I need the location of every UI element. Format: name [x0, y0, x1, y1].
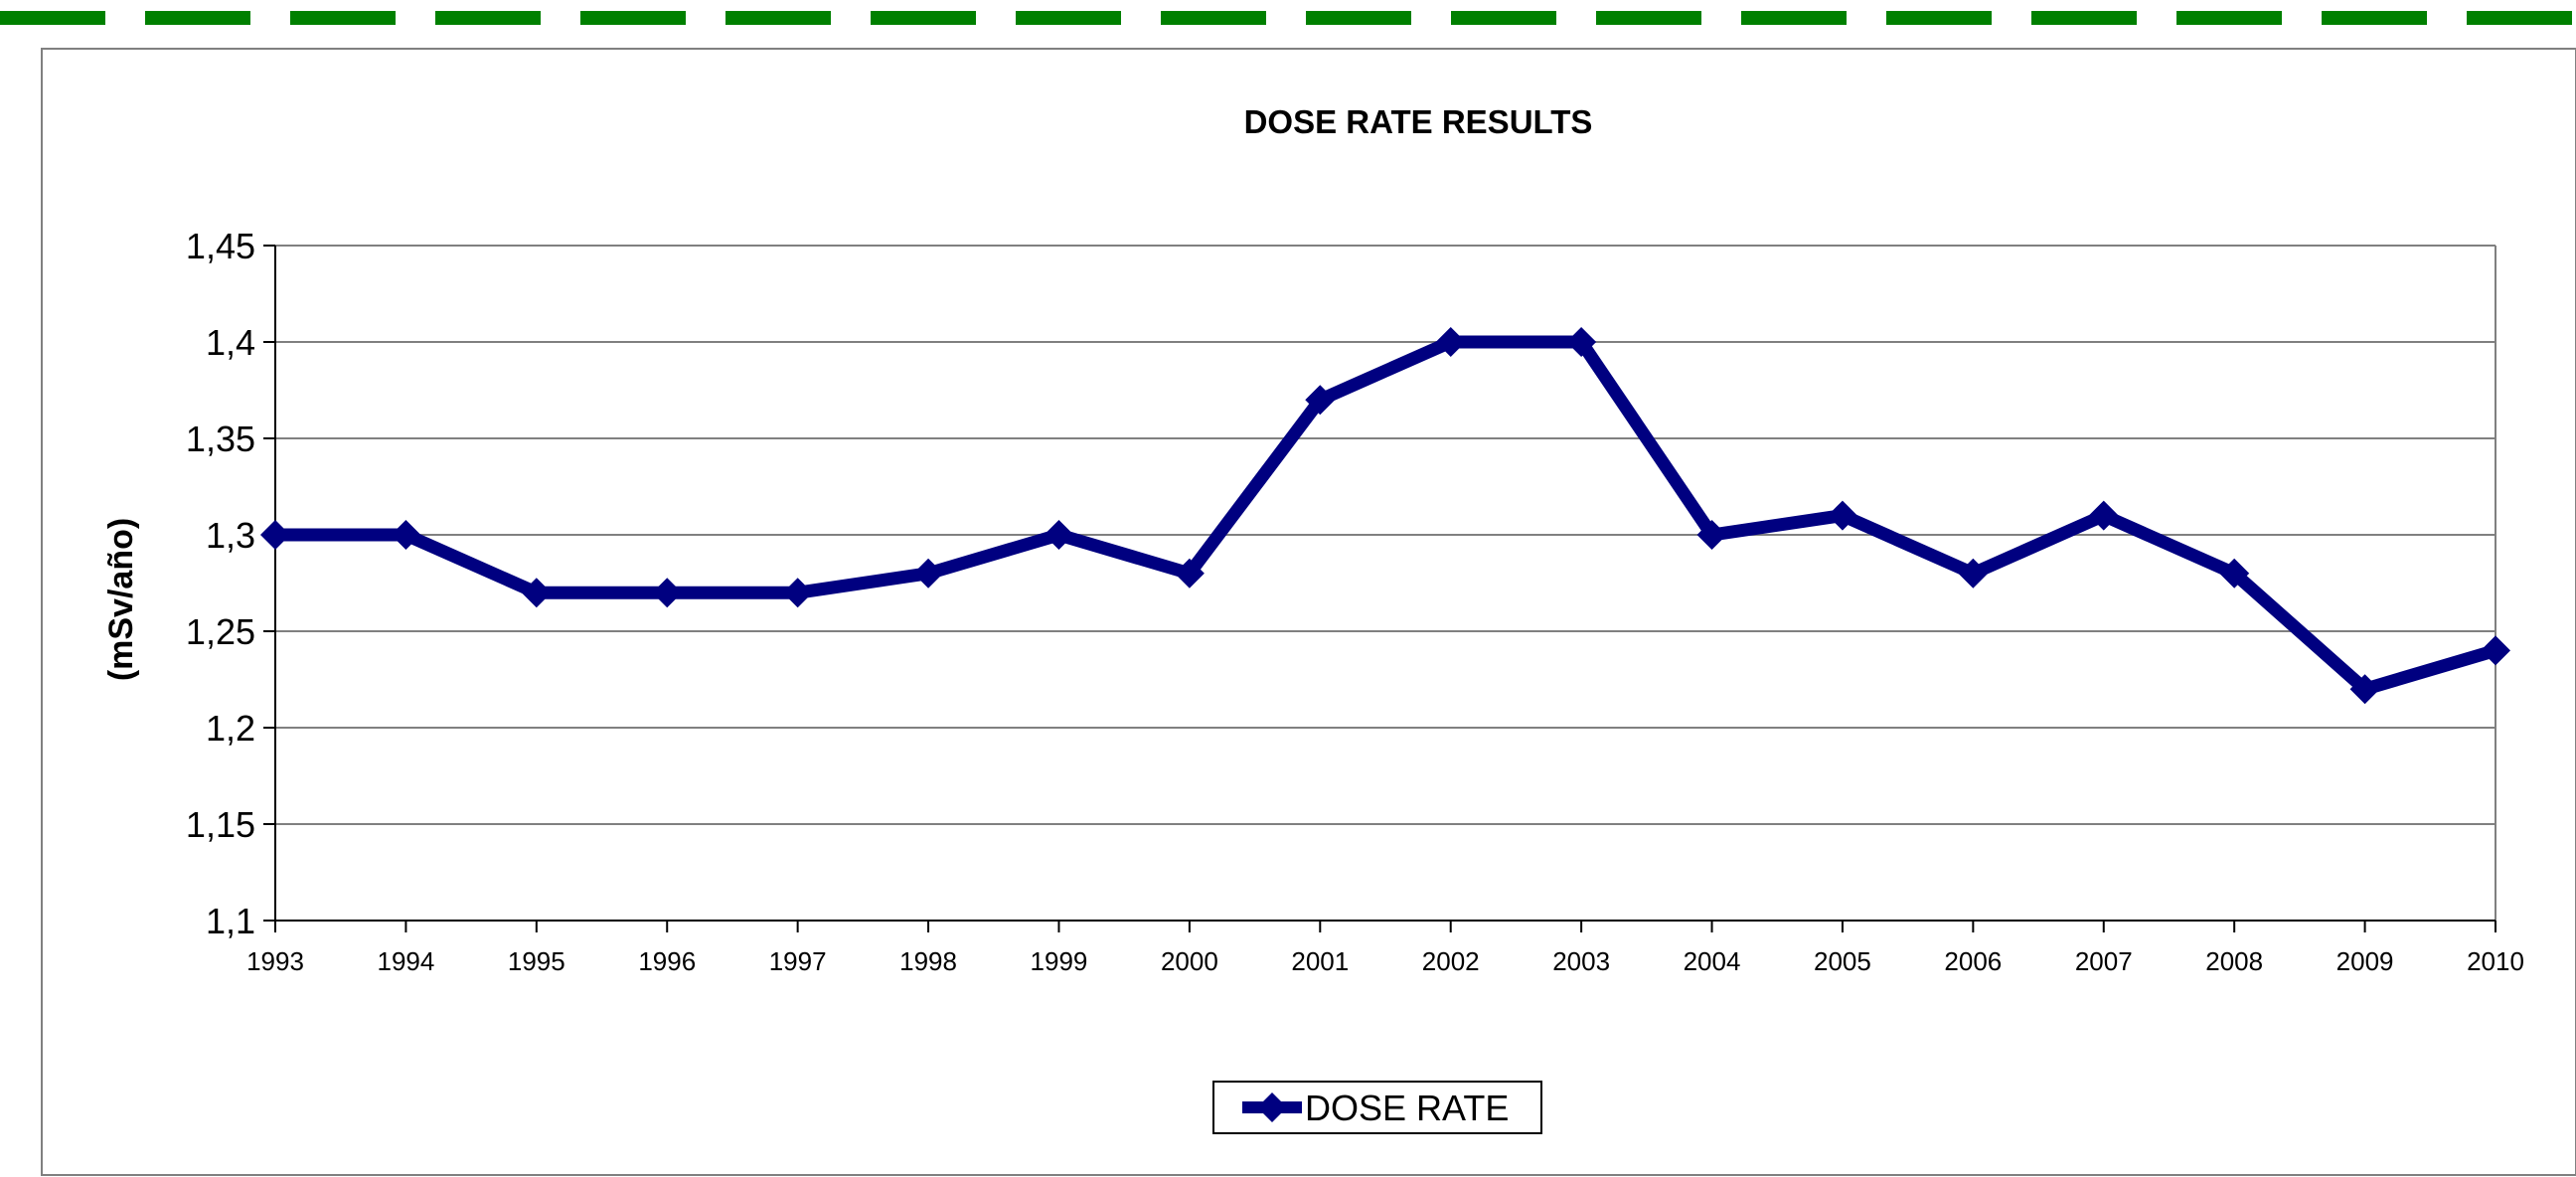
x-tick-label: 2003 — [1552, 946, 1610, 976]
data-point-marker — [1435, 327, 1466, 357]
y-tick-label: 1,45 — [186, 226, 255, 266]
x-tick-label: 2005 — [1814, 946, 1871, 976]
data-point-marker — [2481, 635, 2510, 666]
x-tick-label: 2001 — [1291, 946, 1349, 976]
data-point-marker — [1044, 520, 1074, 550]
y-tick-label: 1,25 — [186, 611, 255, 652]
data-point-marker — [913, 558, 944, 588]
data-point-marker — [391, 520, 421, 550]
x-tick-label: 2007 — [2075, 946, 2133, 976]
data-point-marker — [1827, 500, 1857, 531]
x-tick-label: 2008 — [2205, 946, 2263, 976]
data-point-marker — [782, 578, 813, 608]
legend-swatch-marker — [1257, 1093, 1287, 1122]
x-tick-label: 2002 — [1422, 946, 1480, 976]
x-tick-labels: 1993 1994 1995 1996 1997 1998 1999 2000 2001 2002… — [246, 921, 2524, 976]
legend-label-dose-rate: DOSE RATE — [1305, 1088, 1509, 1128]
x-tick-label: 2010 — [2467, 946, 2524, 976]
y-axis-label: (mSv/año) — [102, 518, 140, 681]
y-tick-label: 1,35 — [186, 419, 255, 459]
y-tick-label: 1,15 — [186, 804, 255, 845]
x-tick-label: 1995 — [508, 946, 565, 976]
data-point-marker — [1174, 558, 1205, 588]
y-tick-label: 1,3 — [206, 515, 255, 556]
x-tick-label: 1994 — [377, 946, 434, 976]
chart-frame — [41, 48, 2576, 1176]
x-tick-label: 2004 — [1684, 946, 1741, 976]
axes — [274, 246, 2496, 922]
data-point-marker — [521, 578, 552, 608]
y-tick-label: 1,1 — [206, 901, 255, 941]
y-tick-label: 1,4 — [206, 322, 255, 363]
x-tick-label: 2000 — [1161, 946, 1218, 976]
data-point-marker — [1566, 327, 1597, 357]
data-point-marker — [1305, 385, 1336, 416]
x-tick-label: 1993 — [246, 946, 304, 976]
chart-title: DOSE RATE RESULTS — [1244, 103, 1593, 140]
x-tick-label: 1997 — [769, 946, 827, 976]
data-point-marker — [1696, 520, 1727, 550]
gridlines — [275, 245, 2496, 922]
data-point-marker — [2219, 558, 2250, 588]
x-tick-label: 1996 — [638, 946, 696, 976]
x-tick-label: 1998 — [899, 946, 957, 976]
y-tick-label: 1,2 — [206, 708, 255, 749]
x-tick-label: 2006 — [1944, 946, 2002, 976]
series-dose-rate — [260, 327, 2510, 705]
data-point-marker — [652, 578, 683, 608]
data-point-marker — [260, 520, 290, 550]
x-tick-label: 1999 — [1031, 946, 1088, 976]
data-point-marker — [1958, 558, 1989, 588]
data-point-marker — [2088, 500, 2119, 531]
legend: DOSE RATE — [1212, 1081, 1542, 1134]
legend-swatch-dose-rate — [1242, 1093, 1302, 1122]
y-tick-labels: 1,1 1,15 1,2 1,25 1,3 1,35 1,4 1,45 — [186, 226, 275, 941]
series-line-dose-rate — [275, 335, 2497, 697]
x-tick-label: 2009 — [2336, 946, 2394, 976]
data-point-marker — [2349, 674, 2380, 705]
